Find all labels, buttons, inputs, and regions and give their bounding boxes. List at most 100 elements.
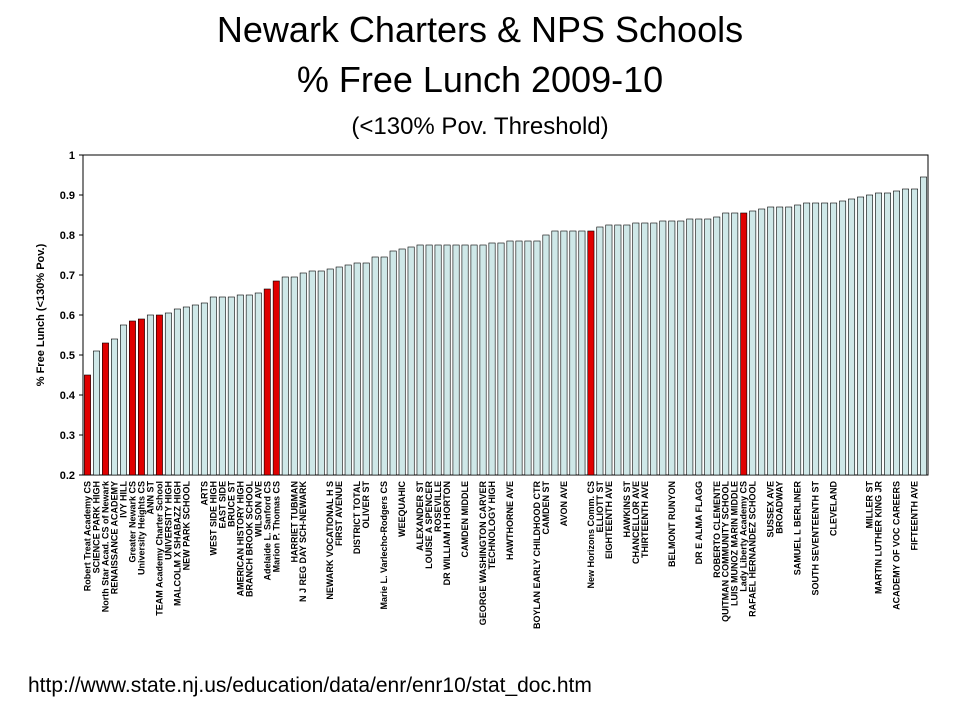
x-tick-label: MILLER ST — [865, 481, 875, 529]
bar — [785, 206, 793, 476]
x-tick-label: Greater Newark CS — [127, 481, 137, 563]
bar — [578, 230, 586, 476]
x-tick-label: N J REG DAY SCH-NEWARK — [298, 481, 308, 603]
x-tick-label: ELLIOTT ST — [595, 481, 605, 533]
bar — [614, 224, 622, 476]
x-tick-label: New Horizons Comm. CS — [586, 481, 596, 589]
x-tick-label: ANN ST — [145, 480, 155, 514]
bar — [821, 202, 829, 476]
x-tick-label: ROSEVILLE — [433, 481, 443, 532]
x-tick-label: QUITMAN COMMUNITY SCHOOL — [721, 480, 731, 621]
bar — [137, 318, 145, 476]
bar — [416, 244, 424, 476]
x-tick-label: RAFAEL HERNANDEZ SCHOOL — [748, 481, 758, 617]
bar — [632, 222, 640, 476]
bar — [182, 306, 190, 476]
bar — [155, 314, 163, 476]
y-tick-label: 0.3 — [60, 430, 75, 442]
x-tick-label: EIGHTEENTH AVE — [604, 481, 614, 559]
y-tick-label: 0.6 — [60, 310, 75, 322]
bar — [884, 192, 891, 476]
bar — [209, 296, 217, 476]
bar — [560, 230, 568, 476]
bar — [542, 234, 550, 476]
bar — [695, 218, 703, 476]
bar — [731, 212, 739, 476]
bar — [335, 266, 343, 476]
x-tick-label: Marie L. Varlecho-Rodgers CS — [379, 481, 389, 610]
bar — [389, 250, 397, 476]
bar — [84, 374, 91, 476]
bar — [758, 208, 766, 476]
bar — [488, 242, 496, 476]
bar — [857, 196, 865, 476]
x-tick-label: ARTS — [199, 481, 209, 506]
bar — [191, 304, 199, 476]
bar — [551, 230, 559, 476]
bar — [920, 176, 927, 476]
x-tick-label: LOUISE A SPENCER — [424, 481, 434, 569]
bar — [93, 350, 100, 476]
bar — [227, 296, 235, 476]
bar — [200, 302, 208, 476]
x-tick-label: BRUCE ST — [226, 481, 236, 528]
bar — [740, 212, 748, 476]
x-tick-label: ACADEMY OF VOC CAREERS — [892, 481, 902, 610]
bar — [120, 324, 127, 476]
y-tick-label: 0.5 — [60, 350, 75, 362]
plot-frame — [82, 154, 929, 476]
bar — [326, 268, 334, 476]
bar — [128, 320, 136, 476]
x-tick-label: BROADWAY — [775, 481, 785, 534]
x-tick-label: AMERICAN HISTORY HIGH — [235, 481, 245, 596]
bar — [848, 198, 856, 476]
bar — [704, 218, 712, 476]
x-tick-label: FIRST AVENUE — [334, 481, 344, 546]
x-tick-label: Adelaide L. Sanford CS — [262, 481, 272, 581]
bar — [111, 338, 118, 476]
bar — [452, 244, 460, 476]
x-tick-label: SUSSEX AVE — [766, 481, 776, 538]
bar — [713, 216, 721, 476]
source-url: http://www.state.nj.us/education/data/en… — [28, 674, 592, 697]
bar — [794, 204, 802, 476]
bar — [677, 220, 685, 476]
bar — [911, 188, 918, 476]
bar — [425, 244, 433, 476]
x-tick-label: BELMONT RUNYON — [667, 481, 677, 567]
bar — [146, 314, 154, 476]
bar — [776, 206, 784, 476]
x-tick-label: TEAM Academy Charter School — [154, 481, 164, 616]
bar — [173, 308, 181, 476]
x-tick-label: MALCOLM X SHABAZZ HIGH — [172, 481, 182, 606]
x-tick-label: HAWTHORNE AVE — [505, 481, 515, 560]
x-tick-label: IVY HILL — [118, 481, 128, 518]
y-tick-label: 0.8 — [60, 230, 75, 242]
bar — [254, 292, 262, 476]
x-tick-label: SAMUEL L BERLINER — [793, 481, 803, 576]
bar — [722, 212, 730, 476]
bar — [245, 294, 253, 476]
bar — [866, 194, 874, 476]
bar — [596, 226, 604, 476]
bar — [569, 230, 577, 476]
bar — [767, 206, 775, 476]
bar — [362, 262, 370, 476]
x-tick-label: FIFTEENTH AVE — [910, 481, 920, 551]
bar — [218, 296, 226, 476]
x-tick-label: SOUTH SEVENTEENTH ST — [811, 481, 821, 596]
y-tick-label: 0.7 — [60, 270, 75, 282]
x-tick-label: CLEVELAND — [829, 481, 839, 537]
x-tick-label: THIRTEENTH AVE — [640, 481, 650, 558]
x-tick-label: CHANCELLOR AVE — [631, 481, 641, 564]
bar — [317, 270, 325, 476]
x-tick-label: TECHNOLOGY HIGH — [487, 481, 497, 569]
bar — [623, 224, 631, 476]
bar — [407, 246, 415, 476]
x-tick-label: Robert Treat Academy CS — [82, 481, 92, 591]
y-tick-label: 1 — [69, 150, 75, 162]
x-tick-label: AVON AVE — [559, 481, 569, 526]
x-tick-label: NEW PARK SCHOOL — [181, 481, 191, 571]
bar — [893, 190, 900, 476]
